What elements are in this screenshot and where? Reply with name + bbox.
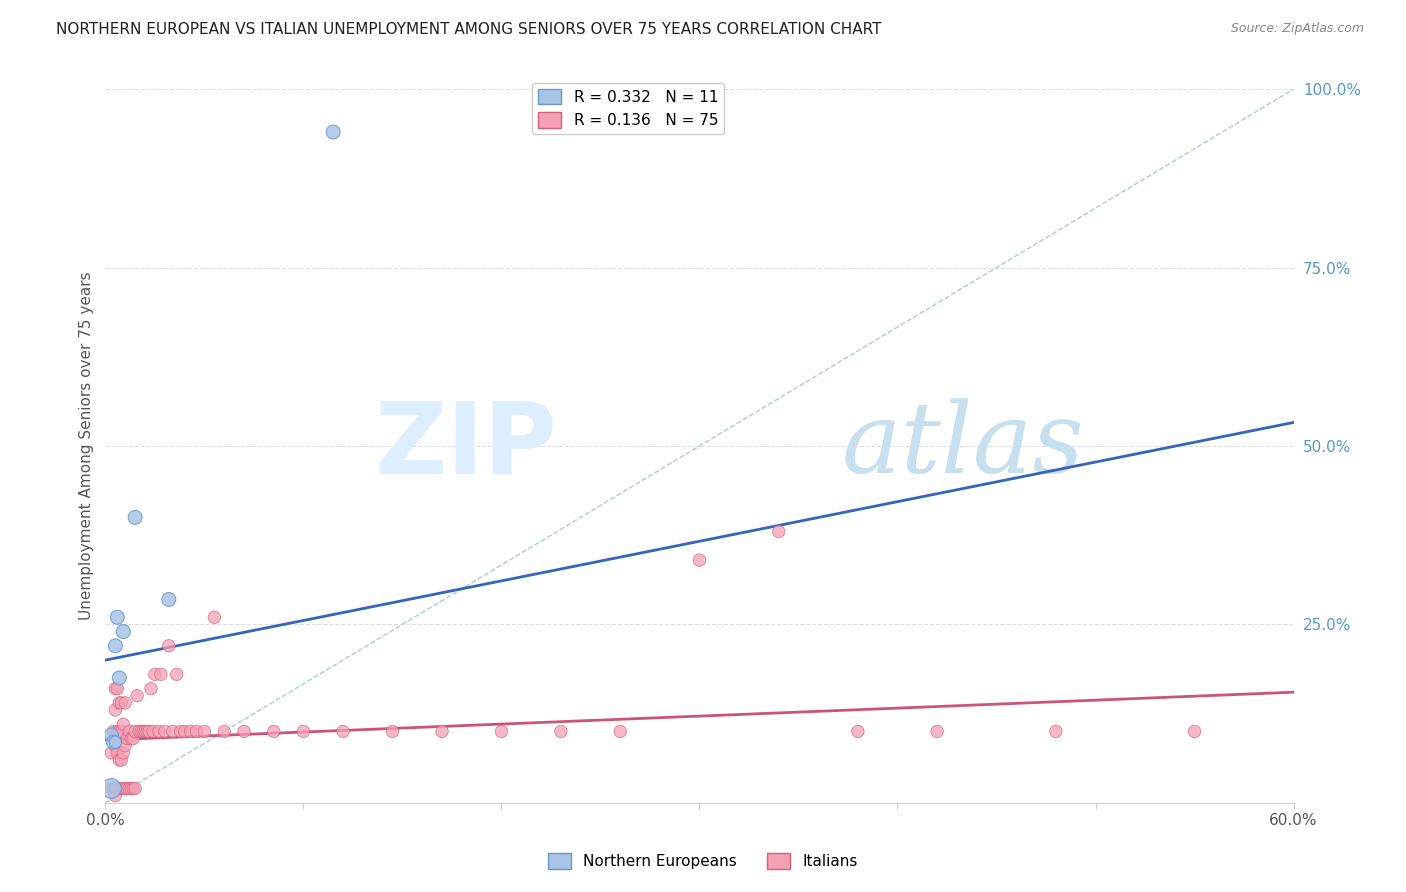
Point (124, 781, 146, 796)
Point (173, 724, 195, 739)
Point (110, 696, 132, 710)
Point (100, 781, 122, 796)
Point (430, 724, 453, 739)
Point (846, 724, 869, 739)
Text: NORTHERN EUROPEAN VS ITALIAN UNEMPLOYMENT AMONG SENIORS OVER 75 YEARS CORRELATIO: NORTHERN EUROPEAN VS ITALIAN UNEMPLOYMEN… (56, 22, 882, 37)
Point (153, 724, 176, 739)
Point (108, 781, 131, 796)
Point (112, 717, 135, 731)
Legend: R = 0.332   N = 11, R = 0.136   N = 75: R = 0.332 N = 11, R = 0.136 N = 75 (533, 83, 724, 135)
Point (186, 724, 208, 739)
Point (136, 724, 159, 739)
Point (100, 728, 122, 742)
Point (127, 689, 149, 703)
Point (100, 781, 122, 796)
Point (1184, 724, 1206, 739)
Point (142, 724, 165, 739)
Point (114, 696, 136, 710)
Point (104, 735, 127, 749)
Point (214, 724, 236, 739)
Point (925, 724, 948, 739)
Point (332, 724, 354, 739)
Point (104, 639, 127, 653)
Point (108, 696, 131, 710)
Point (110, 724, 132, 739)
Point (233, 724, 256, 739)
Point (202, 610, 225, 624)
Text: ZIP: ZIP (374, 398, 557, 494)
Point (157, 592, 180, 607)
Point (170, 724, 193, 739)
Point (103, 724, 125, 739)
Point (122, 731, 145, 746)
Point (263, 724, 285, 739)
Point (491, 724, 513, 739)
Point (120, 781, 142, 796)
Point (550, 724, 572, 739)
Point (110, 781, 132, 796)
Point (103, 781, 125, 796)
Point (132, 724, 155, 739)
Point (108, 671, 131, 685)
Legend: Northern Europeans, Italians: Northern Europeans, Italians (541, 847, 865, 875)
Point (115, 781, 138, 796)
Point (292, 724, 315, 739)
Point (162, 724, 184, 739)
Point (193, 724, 215, 739)
Point (114, 739, 136, 753)
Point (115, 731, 138, 746)
Point (105, 610, 128, 624)
Point (104, 781, 127, 796)
Point (104, 681, 127, 696)
Point (108, 753, 131, 767)
Point (112, 746, 135, 760)
Point (166, 667, 188, 681)
Point (104, 739, 127, 753)
Point (105, 746, 128, 760)
Point (148, 724, 170, 739)
Point (110, 753, 132, 767)
Point (124, 724, 146, 739)
Point (124, 510, 146, 524)
Point (100, 746, 122, 760)
Point (768, 524, 790, 539)
Point (105, 681, 128, 696)
Point (149, 667, 172, 681)
Point (180, 724, 202, 739)
Point (157, 639, 180, 653)
Point (105, 781, 128, 796)
Point (112, 781, 135, 796)
Text: atlas: atlas (842, 399, 1085, 493)
Point (381, 724, 404, 739)
Point (689, 553, 711, 567)
Point (108, 724, 131, 739)
Point (609, 724, 631, 739)
Point (134, 724, 156, 739)
Point (143, 667, 166, 681)
Point (138, 724, 160, 739)
Point (114, 781, 136, 796)
Point (104, 789, 127, 803)
Point (105, 724, 128, 739)
Point (104, 703, 127, 717)
Point (120, 731, 142, 746)
Point (322, 125, 344, 139)
Point (1045, 724, 1067, 739)
Point (118, 781, 141, 796)
Point (129, 724, 152, 739)
Point (128, 724, 150, 739)
Point (122, 781, 145, 796)
Point (112, 624, 135, 639)
Point (103, 735, 125, 749)
Point (139, 681, 162, 696)
Point (118, 724, 141, 739)
Y-axis label: Unemployment Among Seniors over 75 years: Unemployment Among Seniors over 75 years (79, 272, 94, 620)
Text: Source: ZipAtlas.com: Source: ZipAtlas.com (1230, 22, 1364, 36)
